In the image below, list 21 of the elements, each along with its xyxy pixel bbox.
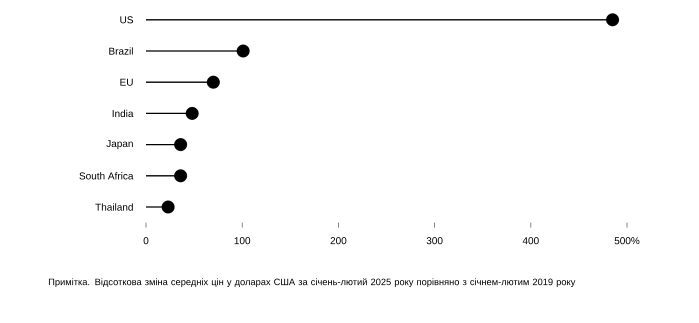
y-tick-label: EU (120, 78, 133, 86)
point (174, 138, 188, 152)
y-tick-label: India (112, 110, 134, 118)
x-tick-label: 0 (144, 237, 148, 244)
x-tick-label: 100 (234, 237, 250, 244)
x-tick-label: 400 (522, 237, 539, 244)
y-tick-label: Japan (106, 140, 133, 150)
point (606, 13, 620, 26)
y-tick-label: Brazil (109, 47, 133, 55)
y-tick-label: Thailand (95, 203, 133, 211)
point (206, 76, 220, 89)
text: Примітка. Відсоткова зміна середніх цін у доларах США за січень-лютий 2025 року порівняно з січнем-лютим 2019 року (48, 278, 576, 288)
point (162, 200, 175, 214)
point (186, 106, 199, 120)
x-tick-label: 500% (614, 237, 640, 244)
y-tick-label: South Africa (79, 172, 134, 180)
y-tick-label: US (120, 16, 134, 24)
x-tick-label: 200 (330, 237, 346, 244)
point (236, 44, 250, 58)
x-tick-label: 300 (426, 237, 443, 244)
point (174, 169, 188, 182)
